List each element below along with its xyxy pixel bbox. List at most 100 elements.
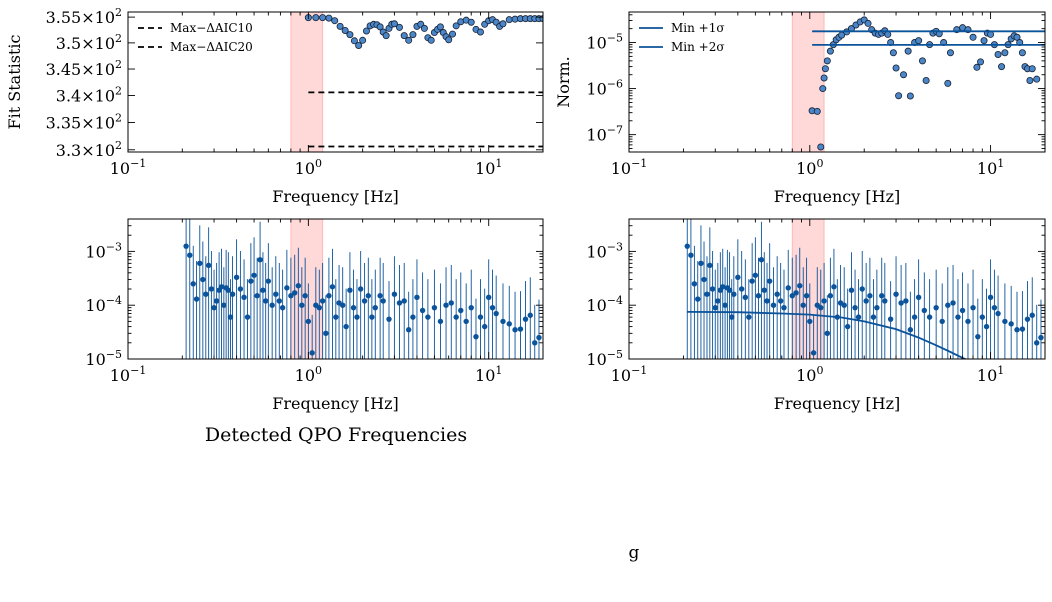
data-point [1038, 334, 1044, 341]
y-tick-label: 3.35×102 [46, 111, 122, 132]
data-point [817, 143, 825, 151]
y-tick-label: 3.5×102 [56, 32, 122, 53]
data-point [233, 274, 240, 280]
data-point [965, 318, 971, 325]
data-point [1026, 76, 1034, 84]
data-point [870, 314, 877, 320]
data-point [813, 107, 821, 115]
data-point [323, 330, 329, 337]
data-point [819, 85, 827, 93]
data-point [357, 286, 364, 292]
data-point [945, 302, 951, 308]
data-point [405, 327, 412, 333]
data-point [248, 278, 254, 284]
legend-label: Max−ΔAIC10 [170, 21, 253, 35]
data-point [329, 284, 336, 290]
data-point [200, 276, 206, 283]
data-point [758, 257, 765, 263]
data-point [709, 286, 716, 292]
data-point [1019, 326, 1026, 332]
data-point [391, 291, 398, 297]
data-point [291, 290, 298, 296]
data-point [998, 63, 1006, 71]
data-point [500, 318, 506, 325]
data-point [904, 47, 912, 55]
data-point [354, 314, 360, 320]
data-point [749, 278, 755, 284]
data-point [203, 291, 209, 297]
data-point [785, 285, 791, 291]
data-point [911, 314, 918, 320]
chart-panel-bottom-left: 10−1 100 101 10−5 10−4 10−3 Frequency [Hz] [85, 218, 544, 413]
y-tick-label: 10−3 [85, 240, 122, 261]
data-point [449, 30, 457, 38]
data-point [933, 304, 939, 311]
y-tick-label: 10−4 [586, 294, 623, 315]
data-point [420, 24, 428, 32]
legend-label: Max−ΔAIC20 [170, 40, 253, 54]
data-point [973, 63, 981, 71]
data-point [343, 323, 349, 330]
data-point [251, 272, 257, 278]
data-point [720, 284, 726, 290]
data-point [312, 14, 320, 22]
data-point [722, 302, 728, 308]
data-point [810, 350, 817, 356]
data-point [445, 36, 453, 44]
data-point [183, 243, 189, 249]
chart-panel-bottom-right: 10−1 100 101 10−5 10−4 10−3 Frequency [Hz] [586, 218, 1046, 413]
shaded-frequency-band [290, 218, 324, 360]
data-point [395, 23, 403, 31]
data-point [800, 302, 806, 308]
data-point [915, 37, 923, 45]
data-point [918, 57, 926, 65]
axes-frame [628, 11, 1046, 153]
data-point [365, 293, 372, 299]
data-point [863, 298, 869, 304]
data-point [1033, 75, 1041, 83]
axes-frame [127, 11, 544, 153]
y-axis-label: Fit Statistic [5, 35, 24, 130]
data-point [410, 314, 416, 320]
data-point [695, 296, 701, 302]
data-point [517, 326, 524, 332]
data-point [874, 304, 880, 311]
data-point [994, 50, 1002, 58]
data-point [536, 334, 542, 341]
data-point [707, 262, 713, 269]
data-point [922, 76, 930, 84]
data-point [921, 307, 928, 314]
data-point [396, 300, 403, 306]
data-point [944, 79, 952, 87]
data-point [339, 302, 346, 308]
data-point [499, 20, 507, 28]
data-point [305, 318, 312, 325]
data-point [867, 293, 873, 299]
data-point [506, 321, 512, 327]
data-point [864, 19, 872, 27]
data-point [527, 312, 533, 318]
data-point [915, 294, 922, 301]
data-point [437, 318, 444, 325]
data-point [977, 58, 985, 66]
data-point [302, 293, 308, 299]
data-point [213, 298, 220, 304]
data-point [746, 314, 752, 320]
data-point [382, 32, 390, 40]
model-curve [687, 311, 968, 359]
data-point [279, 304, 286, 311]
data-point [458, 307, 464, 314]
data-point [824, 330, 831, 337]
x-tick-label: 10−1 [110, 364, 147, 385]
data-point [859, 286, 865, 292]
y-tick-label: 3.45×102 [46, 58, 122, 79]
data-point [742, 294, 749, 301]
data-point [346, 31, 354, 39]
data-point [889, 49, 897, 57]
x-axis-label: Frequency [Hz] [272, 187, 399, 206]
data-point [225, 287, 232, 293]
x-tick-label: 101 [475, 364, 502, 385]
footer-text: g [628, 543, 640, 563]
data-point [701, 276, 707, 283]
data-point [376, 23, 384, 31]
